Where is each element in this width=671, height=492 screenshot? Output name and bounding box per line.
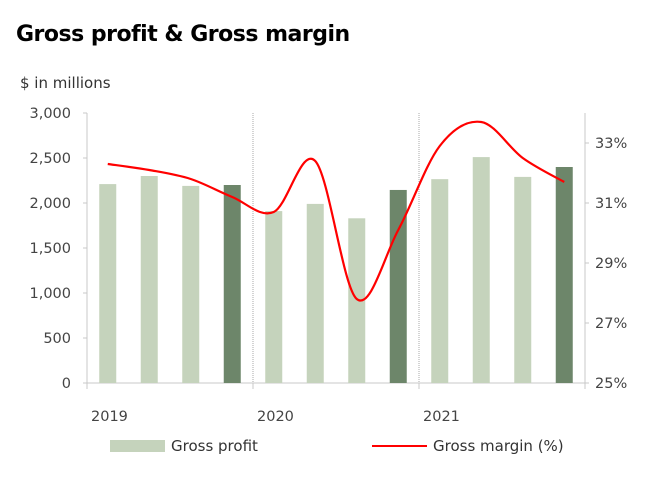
bar-gross-profit xyxy=(306,203,324,383)
legend-swatch-line xyxy=(372,445,427,447)
legend-label: Gross profit xyxy=(171,437,258,455)
x-group-label: 2021 xyxy=(423,409,460,425)
y2-tick-label: 33% xyxy=(595,136,627,152)
bar-gross-profit xyxy=(182,185,200,383)
y-tick-label: 2,500 xyxy=(29,151,71,167)
y-tick-label: 0 xyxy=(62,376,71,392)
y2-tick-label: 29% xyxy=(595,256,627,272)
bar-gross-profit xyxy=(223,185,241,383)
y-tick-label: 2,000 xyxy=(29,196,71,212)
legend-item-gross-margin: Gross margin (%) xyxy=(372,437,564,455)
x-group-label: 2020 xyxy=(257,409,294,425)
bar-gross-profit xyxy=(348,218,366,383)
y-tick-label: 1,000 xyxy=(29,286,71,302)
legend-label: Gross margin (%) xyxy=(433,437,564,455)
bar-gross-profit xyxy=(140,176,158,383)
bar-gross-profit xyxy=(472,157,490,383)
y-tick-label: 1,500 xyxy=(29,241,71,257)
bar-gross-profit xyxy=(514,176,532,383)
bar-gross-profit xyxy=(431,179,449,383)
legend-swatch-bar xyxy=(110,440,165,452)
x-group-label: 2019 xyxy=(91,409,128,425)
y2-tick-label: 27% xyxy=(595,316,627,332)
y2-tick-label: 31% xyxy=(595,196,627,212)
chart-title: Gross profit & Gross margin xyxy=(16,22,350,47)
legend-item-gross-profit: Gross profit xyxy=(110,437,258,455)
y-tick-label: 500 xyxy=(43,331,71,347)
bar-gross-profit xyxy=(99,184,117,383)
bar-gross-profit xyxy=(265,211,283,383)
y-axis-label: $ in millions xyxy=(20,74,111,92)
y-tick-label: 3,000 xyxy=(29,106,71,122)
bar-gross-profit xyxy=(555,167,573,383)
y2-tick-label: 25% xyxy=(595,376,627,392)
line-gross-margin xyxy=(107,120,565,302)
